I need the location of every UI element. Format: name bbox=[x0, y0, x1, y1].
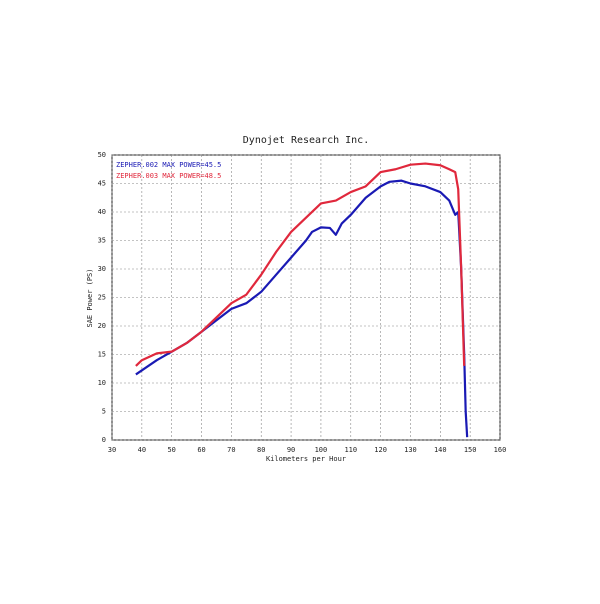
x-tick-label: 70 bbox=[227, 446, 235, 454]
y-tick-label: 15 bbox=[98, 351, 106, 359]
y-tick-label: 10 bbox=[98, 379, 106, 387]
legend-entry: ZEPHER.003 MAX POWER=48.5 bbox=[116, 172, 221, 180]
legend-entry: ZEPHER.002 MAX POWER=45.5 bbox=[116, 161, 221, 169]
x-tick-label: 110 bbox=[344, 446, 357, 454]
y-tick-label: 5 bbox=[102, 408, 106, 416]
x-tick-label: 50 bbox=[167, 446, 175, 454]
series-line bbox=[135, 179, 469, 438]
chart-title: Dynojet Research Inc. bbox=[243, 135, 369, 146]
x-tick-label: 120 bbox=[374, 446, 387, 454]
x-tick-label: 150 bbox=[464, 446, 477, 454]
y-tick-label: 0 bbox=[102, 436, 106, 444]
y-tick-label: 45 bbox=[98, 180, 106, 188]
x-tick-label: 100 bbox=[315, 446, 328, 454]
x-tick-label: 130 bbox=[404, 446, 417, 454]
y-tick-label: 50 bbox=[98, 151, 106, 159]
x-tick-label: 140 bbox=[434, 446, 447, 454]
x-tick-label: 60 bbox=[197, 446, 205, 454]
x-axis-label: Kilometers per Hour bbox=[266, 455, 346, 463]
x-tick-label: 80 bbox=[257, 446, 265, 454]
x-tick-label: 30 bbox=[108, 446, 116, 454]
x-tick-label: 160 bbox=[494, 446, 507, 454]
x-tick-label: 40 bbox=[138, 446, 146, 454]
series-line bbox=[135, 162, 466, 367]
x-tick-label: 90 bbox=[287, 446, 295, 454]
y-axis-label: SAE Power (PS) bbox=[86, 268, 94, 327]
y-tick-label: 40 bbox=[98, 208, 106, 216]
y-tick-label: 25 bbox=[98, 294, 106, 302]
y-tick-label: 30 bbox=[98, 265, 106, 273]
y-tick-label: 35 bbox=[98, 237, 106, 245]
y-tick-label: 20 bbox=[98, 322, 106, 330]
